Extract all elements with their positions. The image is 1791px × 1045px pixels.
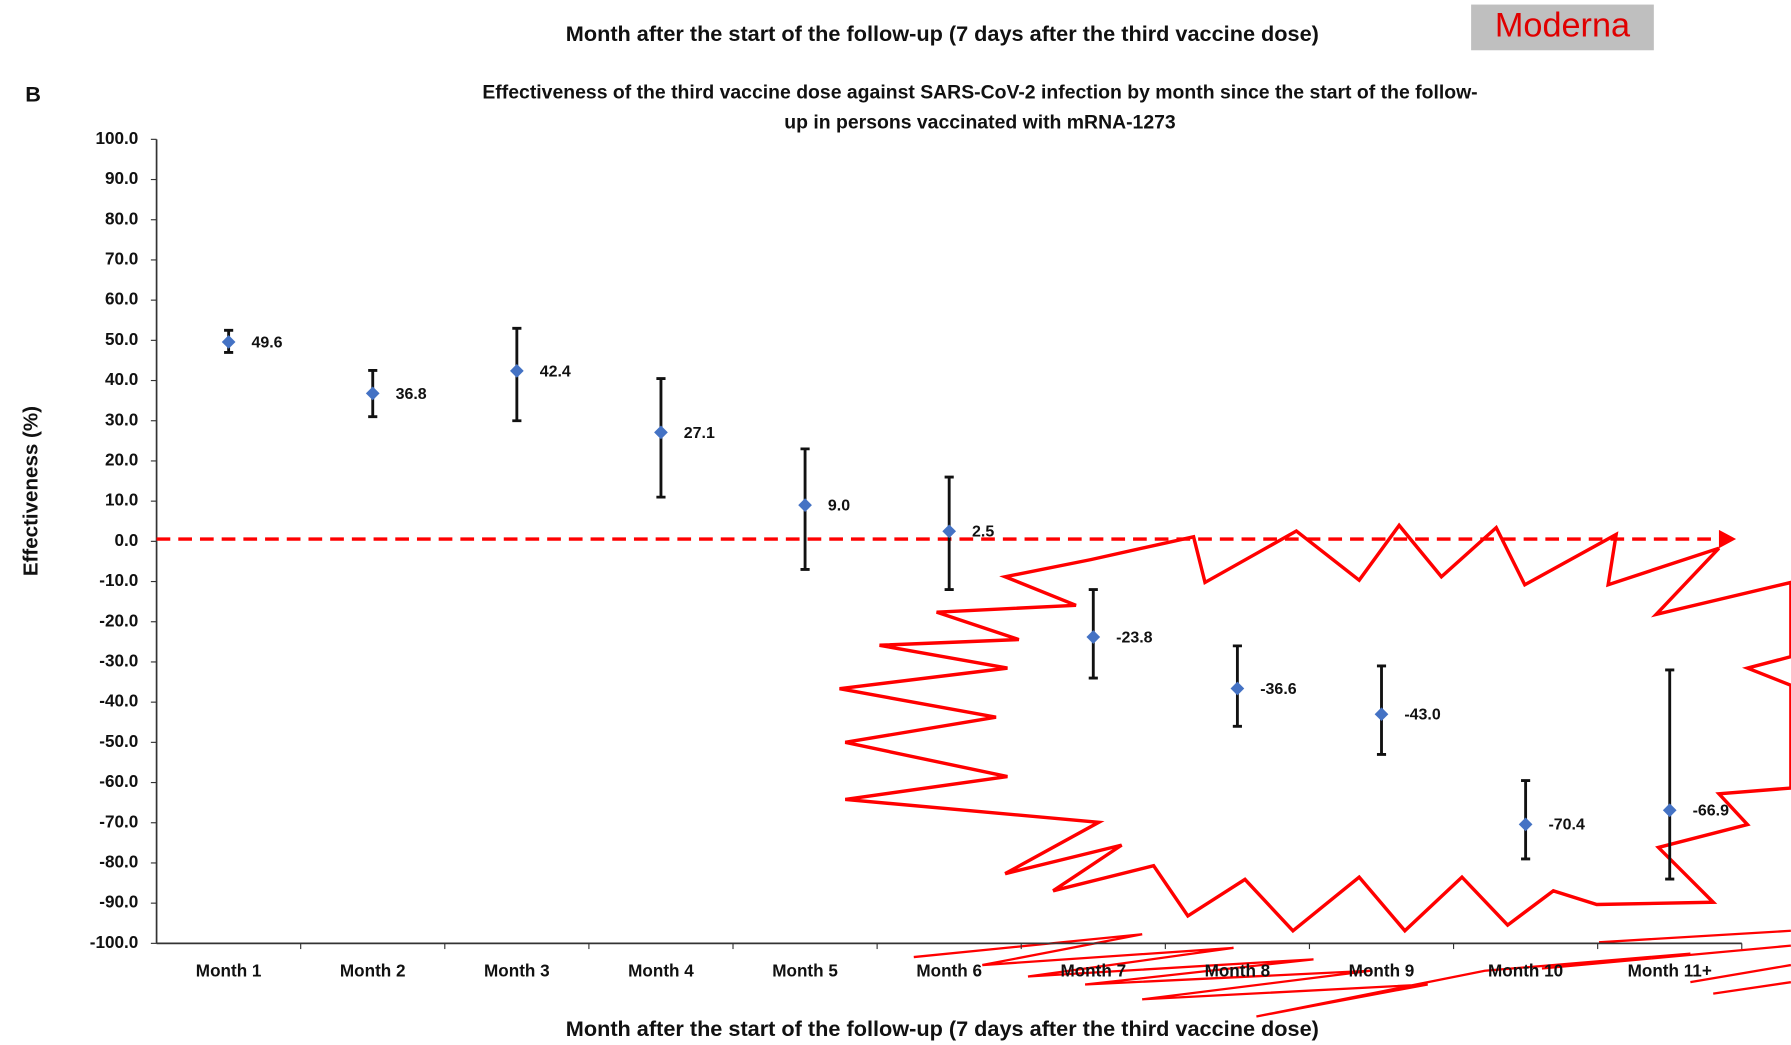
value-label: -23.8 — [1116, 629, 1153, 646]
panel-label: B — [25, 82, 41, 107]
y-tick-label: -90.0 — [99, 892, 138, 912]
point — [1374, 707, 1389, 722]
point — [365, 386, 380, 401]
y-tick-label: -20.0 — [99, 610, 138, 630]
x-tick-label: Month 3 — [484, 960, 550, 980]
x-tick-label: Month 11+ — [1628, 960, 1712, 980]
y-tick-label: 90.0 — [105, 168, 138, 188]
y-tick-label: -80.0 — [99, 851, 138, 871]
value-label: -36.6 — [1260, 681, 1297, 698]
value-label: 42.4 — [540, 363, 571, 380]
y-tick-label: -60.0 — [99, 771, 138, 791]
point — [654, 425, 668, 440]
value-label: 9.0 — [828, 498, 850, 515]
y-tick-label: 80.0 — [105, 208, 138, 228]
point — [1518, 817, 1533, 832]
error-bar — [1665, 668, 1675, 881]
y-tick-label: -40.0 — [99, 691, 138, 711]
y-tick-label: 10.0 — [105, 490, 138, 510]
y-tick-label: -70.0 — [99, 811, 138, 831]
header-text: Month after the start of the follow-up (… — [566, 21, 1319, 46]
y-tick-label: 20.0 — [105, 449, 138, 469]
y-tick-label: 50.0 — [105, 329, 138, 349]
value-label: -66.9 — [1693, 803, 1730, 820]
value-label: 49.6 — [251, 334, 282, 351]
y-axis-title: Effectiveness (%) — [20, 406, 43, 576]
y-tick-label: 60.0 — [105, 289, 138, 309]
point — [942, 524, 957, 539]
y-tick-label: -50.0 — [99, 731, 138, 751]
y-tick-label: 70.0 — [105, 248, 138, 268]
starburst-fringe — [913, 929, 1791, 1018]
point — [509, 364, 524, 378]
y-tick-label: 0.0 — [114, 530, 138, 550]
value-label: 27.1 — [684, 425, 715, 442]
x-tick-label: Month 9 — [1349, 960, 1415, 980]
value-label: -43.0 — [1404, 707, 1441, 724]
value-label: 2.5 — [972, 524, 994, 541]
badge: Moderna — [1495, 6, 1631, 44]
x-tick-label: Month 6 — [916, 960, 982, 980]
y-tick-label: 100.0 — [95, 128, 138, 148]
badge-box — [1471, 4, 1654, 51]
chart-title: Effectiveness of the third vaccine dose … — [482, 82, 1477, 134]
starburst — [839, 522, 1791, 934]
y-tick-label: 30.0 — [105, 409, 138, 429]
y-tick-label: 40.0 — [105, 369, 138, 389]
point — [1086, 630, 1101, 644]
point — [1662, 803, 1677, 818]
reference-arrow — [1718, 529, 1737, 549]
value-label: -70.4 — [1548, 817, 1585, 834]
x-tick-label: Month 4 — [628, 960, 694, 980]
point — [798, 498, 812, 513]
point — [221, 335, 236, 349]
x-tick-label: Month 7 — [1060, 960, 1126, 980]
y-tick-label: -100.0 — [90, 932, 139, 952]
x-tick-label: Month 5 — [772, 960, 838, 980]
x-tick-label: Month 1 — [196, 960, 262, 980]
y-tick-label: -30.0 — [99, 650, 138, 670]
x-axis-title: Month after the start of the follow-up (… — [566, 1016, 1319, 1041]
value-label: 36.8 — [396, 386, 427, 403]
x-tick-label: Month 2 — [340, 960, 406, 980]
x-tick-label: Month 10 — [1488, 960, 1563, 980]
y-tick-label: -10.0 — [99, 570, 138, 590]
x-tick-label: Month 8 — [1205, 960, 1271, 980]
